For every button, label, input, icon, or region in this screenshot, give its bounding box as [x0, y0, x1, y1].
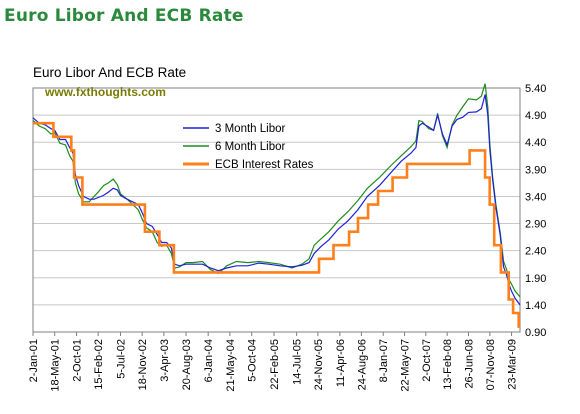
y-tick-label: 2.90 — [525, 219, 546, 231]
x-tick-label: 23-Mar-09 — [507, 339, 519, 390]
y-tick-label: 4.90 — [525, 110, 546, 122]
x-tick-label: 5-Jul-02 — [116, 339, 128, 379]
x-tick-label: 2-Jan-01 — [28, 339, 40, 382]
legend: 3 Month Libor 6 Month Libor ECB Interest R… — [183, 123, 314, 171]
x-tick-label: 3-Apr-03 — [159, 339, 171, 382]
x-tick-label: 14-Jul-05 — [292, 339, 304, 385]
y-tick-label: 3.90 — [525, 164, 546, 176]
x-tick-label: 2-Oct-07 — [421, 339, 433, 382]
y-tick-label: 0.90 — [525, 327, 546, 339]
y-tick-label: 3.40 — [525, 191, 546, 203]
series-lines — [32, 83, 521, 328]
x-tick-label: 13-Feb-08 — [442, 339, 454, 390]
banner-title: Euro Libor And ECB Rate — [4, 6, 244, 26]
y-tick-label: 1.40 — [525, 300, 546, 312]
x-tick-label: 11-Apr-06 — [335, 339, 347, 387]
x-tick-label: 2-Oct-01 — [72, 339, 84, 382]
plot-frame — [32, 87, 521, 333]
x-tick-label: 22-May-07 — [400, 339, 412, 392]
x-tick-label: 07-Nov-08 — [485, 339, 497, 390]
series-line-ecb-interest-rates — [33, 121, 520, 328]
y-tick-label: 2.40 — [525, 246, 546, 258]
x-tick-label: 26-Jun-08 — [464, 339, 476, 389]
x-tick-label: 20-Aug-03 — [181, 339, 193, 390]
legend-label-3-month-libor: 3 Month Libor — [215, 123, 285, 135]
x-tick-label: 22-Feb-05 — [269, 339, 281, 390]
x-tick-label: 5-Oct-04 — [247, 339, 259, 382]
series-line-6-month-libor — [32, 83, 521, 298]
watermark-text: www.fxthoughts.com — [44, 85, 166, 99]
chart-title: Euro Libor And ECB Rate — [33, 65, 186, 80]
x-tick-label: 24-Aug-06 — [356, 339, 368, 390]
x-tick-label: 18-May-01 — [50, 339, 62, 392]
legend-label-ecb-interest-rates: ECB Interest Rates — [215, 159, 314, 171]
x-tick-label: 18-Nov-02 — [137, 339, 149, 390]
y-axis-ticks: 5.40 4.90 4.40 3.90 3.40 2.90 2.40 1.90 1.40 0.90 — [525, 83, 546, 339]
legend-label-6-month-libor: 6 Month Libor — [215, 141, 285, 153]
x-axis-ticks: 2-Jan-01 18-May-01 2-Oct-01 15-Feb-02 5-Jul-… — [28, 332, 519, 392]
x-tick-label: 24-Nov-05 — [313, 339, 325, 390]
y-tick-label: 5.40 — [525, 83, 546, 95]
x-tick-label: 21-May-04 — [225, 339, 237, 392]
x-tick-label: 15-Feb-02 — [93, 339, 105, 390]
y-tick-label: 1.90 — [525, 273, 546, 285]
series-line-3-month-libor — [32, 94, 521, 306]
x-tick-label: 8-Jan-07 — [378, 339, 390, 382]
x-tick-label: 6-Jan-04 — [203, 339, 215, 382]
y-tick-label: 4.40 — [525, 137, 546, 149]
